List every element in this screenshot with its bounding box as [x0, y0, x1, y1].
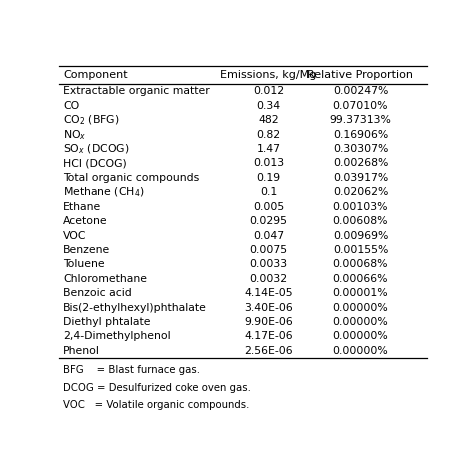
Text: 2,4-Dimethylphenol: 2,4-Dimethylphenol	[63, 331, 171, 341]
Text: HCl (DCOG): HCl (DCOG)	[63, 158, 127, 168]
Text: 0.0295: 0.0295	[250, 216, 288, 226]
Text: 0.00001%: 0.00001%	[333, 288, 388, 298]
Text: Acetone: Acetone	[63, 216, 108, 226]
Text: 0.00000%: 0.00000%	[333, 317, 388, 327]
Text: 0.00268%: 0.00268%	[333, 158, 388, 168]
Text: NO$_x$: NO$_x$	[63, 128, 86, 142]
Text: CO$_2$ (BFG): CO$_2$ (BFG)	[63, 113, 119, 127]
Text: 0.00066%: 0.00066%	[333, 274, 388, 284]
Text: 0.0032: 0.0032	[250, 274, 288, 284]
Text: Phenol: Phenol	[63, 346, 100, 356]
Text: Bis(2-ethylhexyl)phthalate: Bis(2-ethylhexyl)phthalate	[63, 302, 207, 312]
Text: Emissions, kg/Mg: Emissions, kg/Mg	[220, 70, 317, 80]
Text: 0.00608%: 0.00608%	[333, 216, 388, 226]
Text: 0.00103%: 0.00103%	[333, 202, 388, 212]
Text: 0.00000%: 0.00000%	[333, 346, 388, 356]
Text: Relative Proportion: Relative Proportion	[308, 70, 413, 80]
Text: 3.40E-06: 3.40E-06	[244, 302, 293, 312]
Text: 0.07010%: 0.07010%	[333, 101, 388, 111]
Text: Component: Component	[63, 70, 128, 80]
Text: 0.00000%: 0.00000%	[333, 302, 388, 312]
Text: 0.013: 0.013	[253, 158, 284, 168]
Text: 0.0075: 0.0075	[250, 245, 288, 255]
Text: 99.37313%: 99.37313%	[329, 115, 392, 125]
Text: DCOG = Desulfurized coke oven gas.: DCOG = Desulfurized coke oven gas.	[63, 383, 251, 393]
Text: BFG    = Blast furnace gas.: BFG = Blast furnace gas.	[63, 365, 200, 375]
Text: 0.82: 0.82	[256, 130, 281, 140]
Text: 0.012: 0.012	[253, 86, 284, 96]
Text: Toluene: Toluene	[63, 259, 105, 269]
Text: Chloromethane: Chloromethane	[63, 274, 147, 284]
Text: 0.00000%: 0.00000%	[333, 331, 388, 341]
Text: Benzene: Benzene	[63, 245, 110, 255]
Text: 1.47: 1.47	[256, 144, 281, 154]
Text: Extractable organic matter: Extractable organic matter	[63, 86, 210, 96]
Text: Methane (CH$_4$): Methane (CH$_4$)	[63, 185, 145, 199]
Text: 0.00969%: 0.00969%	[333, 230, 388, 240]
Text: SO$_x$ (DCOG): SO$_x$ (DCOG)	[63, 142, 129, 156]
Text: 0.16906%: 0.16906%	[333, 130, 388, 140]
Text: 482: 482	[258, 115, 279, 125]
Text: 9.90E-06: 9.90E-06	[244, 317, 293, 327]
Text: 0.00155%: 0.00155%	[333, 245, 388, 255]
Text: VOC: VOC	[63, 230, 86, 240]
Text: 4.14E-05: 4.14E-05	[244, 288, 293, 298]
Text: Benzoic acid: Benzoic acid	[63, 288, 132, 298]
Text: Diethyl phtalate: Diethyl phtalate	[63, 317, 150, 327]
Text: 0.03917%: 0.03917%	[333, 173, 388, 183]
Text: Total organic compounds: Total organic compounds	[63, 173, 199, 183]
Text: 0.02062%: 0.02062%	[333, 187, 388, 197]
Text: 0.19: 0.19	[256, 173, 281, 183]
Text: 0.0033: 0.0033	[250, 259, 288, 269]
Text: 0.00247%: 0.00247%	[333, 86, 388, 96]
Text: 0.005: 0.005	[253, 202, 284, 212]
Text: 2.56E-06: 2.56E-06	[244, 346, 293, 356]
Text: 0.00068%: 0.00068%	[333, 259, 388, 269]
Text: VOC   = Volatile organic compounds.: VOC = Volatile organic compounds.	[63, 401, 249, 410]
Text: Ethane: Ethane	[63, 202, 101, 212]
Text: 4.17E-06: 4.17E-06	[244, 331, 293, 341]
Text: 0.30307%: 0.30307%	[333, 144, 388, 154]
Text: CO: CO	[63, 101, 79, 111]
Text: 0.1: 0.1	[260, 187, 277, 197]
Text: 0.34: 0.34	[256, 101, 281, 111]
Text: 0.047: 0.047	[253, 230, 284, 240]
